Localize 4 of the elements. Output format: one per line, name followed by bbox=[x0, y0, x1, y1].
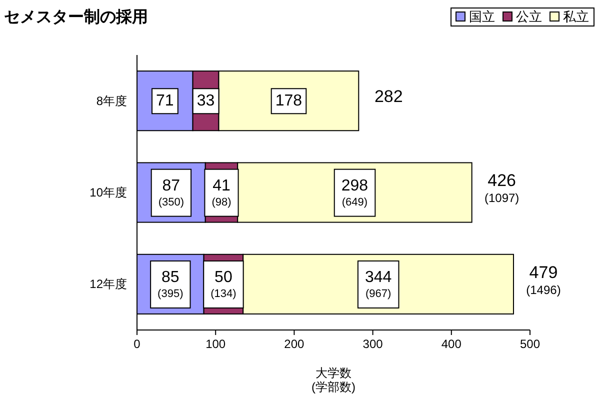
total: 282 bbox=[374, 86, 403, 106]
total: 479 (1496) bbox=[526, 262, 561, 297]
title: セメスター制の採用 bbox=[4, 9, 148, 26]
total: 426 (1097) bbox=[484, 171, 520, 206]
